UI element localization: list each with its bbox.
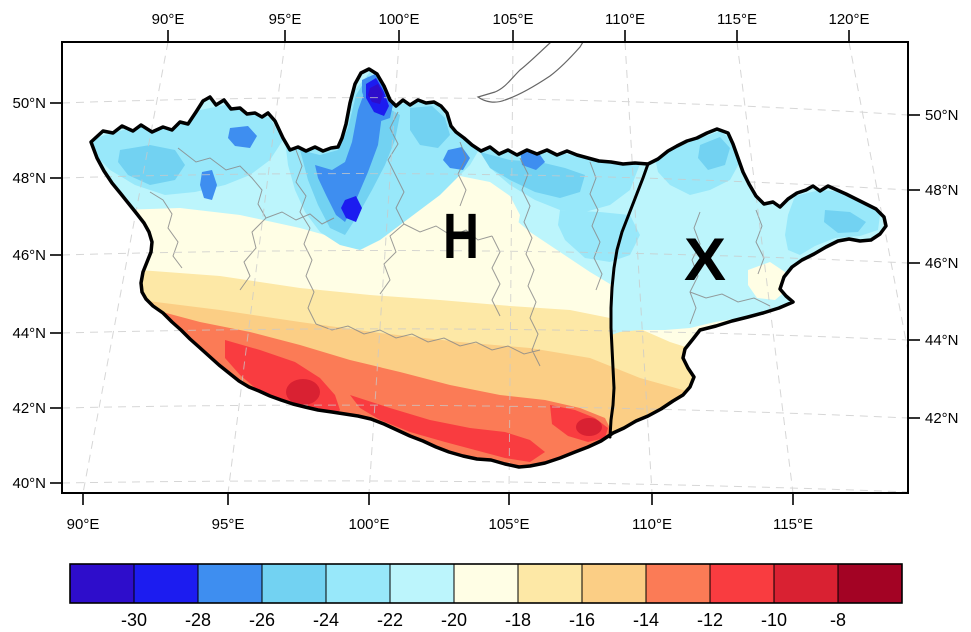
right-axis-labels: 50°N 48°N 46°N 44°N 42°N <box>925 107 959 427</box>
svg-text:110°E: 110°E <box>632 516 672 533</box>
svg-text:100°E: 100°E <box>378 11 419 28</box>
country-outline <box>89 67 888 469</box>
graticule <box>62 42 908 493</box>
svg-text:44°N: 44°N <box>925 332 959 349</box>
svg-text:42°N: 42°N <box>12 400 46 417</box>
svg-text:120°E: 120°E <box>828 11 869 28</box>
svg-text:50°N: 50°N <box>925 107 959 124</box>
top-axis <box>167 30 850 42</box>
svg-text:115°E: 115°E <box>717 11 757 28</box>
colorbar-cell <box>709 563 775 604</box>
svg-text:-16: -16 <box>569 610 595 630</box>
colorbar-cell <box>69 563 135 604</box>
colorbar-cell <box>133 563 199 604</box>
contour-region-salmon <box>155 310 612 467</box>
colorbar-cell <box>837 563 903 604</box>
svg-text:-26: -26 <box>249 610 275 630</box>
svg-text:-28: -28 <box>185 610 211 630</box>
left-axis <box>50 102 62 484</box>
colorbar-border <box>69 563 903 604</box>
colorbar-cell <box>453 563 519 604</box>
svg-text:90°E: 90°E <box>67 516 100 533</box>
top-axis-labels: 90°E 95°E 100°E 105°E 110°E 115°E 120°E <box>152 11 870 28</box>
svg-text:100°E: 100°E <box>348 516 389 533</box>
contour-region-darkestblue <box>368 84 383 104</box>
svg-text:48°N: 48°N <box>12 170 46 187</box>
left-axis-labels: 50°N 48°N 46°N 44°N 42°N 40°N <box>12 95 46 492</box>
colorbar-cell <box>645 563 711 604</box>
svg-text:-14: -14 <box>633 610 659 630</box>
svg-text:105°E: 105°E <box>488 516 529 533</box>
svg-text:40°N: 40°N <box>12 475 46 492</box>
svg-text:-20: -20 <box>441 610 467 630</box>
svg-text:105°E: 105°E <box>492 11 533 28</box>
svg-text:-30: -30 <box>121 610 147 630</box>
high-center-label: H <box>443 200 479 272</box>
svg-text:115°E: 115°E <box>773 516 813 533</box>
svg-text:90°E: 90°E <box>152 11 185 28</box>
svg-text:95°E: 95°E <box>269 11 302 28</box>
colorbar-cell <box>517 563 583 604</box>
svg-text:-22: -22 <box>377 610 403 630</box>
x-marker-label: X <box>684 226 726 293</box>
svg-text:95°E: 95°E <box>212 516 245 533</box>
bottom-axis <box>82 493 794 505</box>
colorbar-cell <box>261 563 327 604</box>
svg-text:110°E: 110°E <box>605 11 645 28</box>
contour-fill-layers <box>91 69 886 467</box>
svg-text:-8: -8 <box>830 610 846 630</box>
colorbar-cell <box>773 563 839 604</box>
svg-text:-12: -12 <box>697 610 723 630</box>
colorbar-cell <box>389 563 455 604</box>
colorbar-cell <box>581 563 647 604</box>
right-axis <box>908 114 920 419</box>
svg-text:48°N: 48°N <box>925 182 959 199</box>
colorbar-tick-labels: -30 -28 -26 -24 -22 -20 -18 -16 -14 -12 … <box>121 610 846 630</box>
map-frame <box>61 41 909 494</box>
colorbar <box>69 563 903 604</box>
svg-text:46°N: 46°N <box>12 247 46 264</box>
admin-boundaries <box>149 111 771 367</box>
svg-text:-10: -10 <box>761 610 787 630</box>
svg-text:46°N: 46°N <box>925 255 959 272</box>
contour-region-darkred <box>286 379 602 436</box>
colorbar-cell <box>325 563 391 604</box>
colorbar-cell <box>197 563 263 604</box>
svg-text:44°N: 44°N <box>12 325 46 342</box>
svg-text:-24: -24 <box>313 610 339 630</box>
bottom-axis-labels: 90°E 95°E 100°E 105°E 110°E 115°E <box>67 516 813 533</box>
svg-text:42°N: 42°N <box>925 410 959 427</box>
svg-text:-18: -18 <box>505 610 531 630</box>
lake-baikal-outline <box>476 42 584 103</box>
svg-text:50°N: 50°N <box>12 95 46 112</box>
region-divider-line <box>608 162 650 439</box>
